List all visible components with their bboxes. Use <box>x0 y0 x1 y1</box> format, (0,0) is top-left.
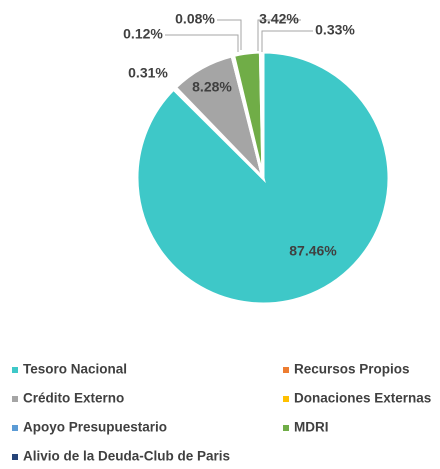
data-label: 8.28% <box>192 79 232 95</box>
legend-label: Crédito Externo <box>23 391 124 406</box>
data-label: 87.46% <box>289 243 337 259</box>
data-label: 0.08% <box>175 11 215 27</box>
data-label: 0.31% <box>128 65 168 81</box>
data-label: 0.12% <box>123 26 163 42</box>
legend-marker <box>283 367 289 373</box>
data-label: 0.33% <box>315 22 355 38</box>
legend-label: Recursos Propios <box>294 362 410 377</box>
legend-marker <box>283 396 289 402</box>
legend-marker <box>12 367 18 373</box>
legend-marker <box>12 425 18 431</box>
leader-line <box>257 19 301 51</box>
data-label: 3.42% <box>259 11 299 27</box>
leader-line <box>217 19 242 50</box>
legend-label: Donaciones Externas <box>294 391 431 406</box>
legend-label: MDRI <box>294 420 329 435</box>
legend-label: Alivio de la Deuda-Club de Paris <box>23 449 230 464</box>
leader-line <box>165 34 239 52</box>
pie-slice <box>258 50 265 179</box>
legend-marker <box>283 425 289 431</box>
legend-marker <box>12 396 18 402</box>
leader-line <box>261 30 313 52</box>
legend-marker <box>12 454 18 460</box>
legend-label: Apoyo Presupuestario <box>23 420 167 435</box>
legend-label: Tesoro Nacional <box>23 362 127 377</box>
